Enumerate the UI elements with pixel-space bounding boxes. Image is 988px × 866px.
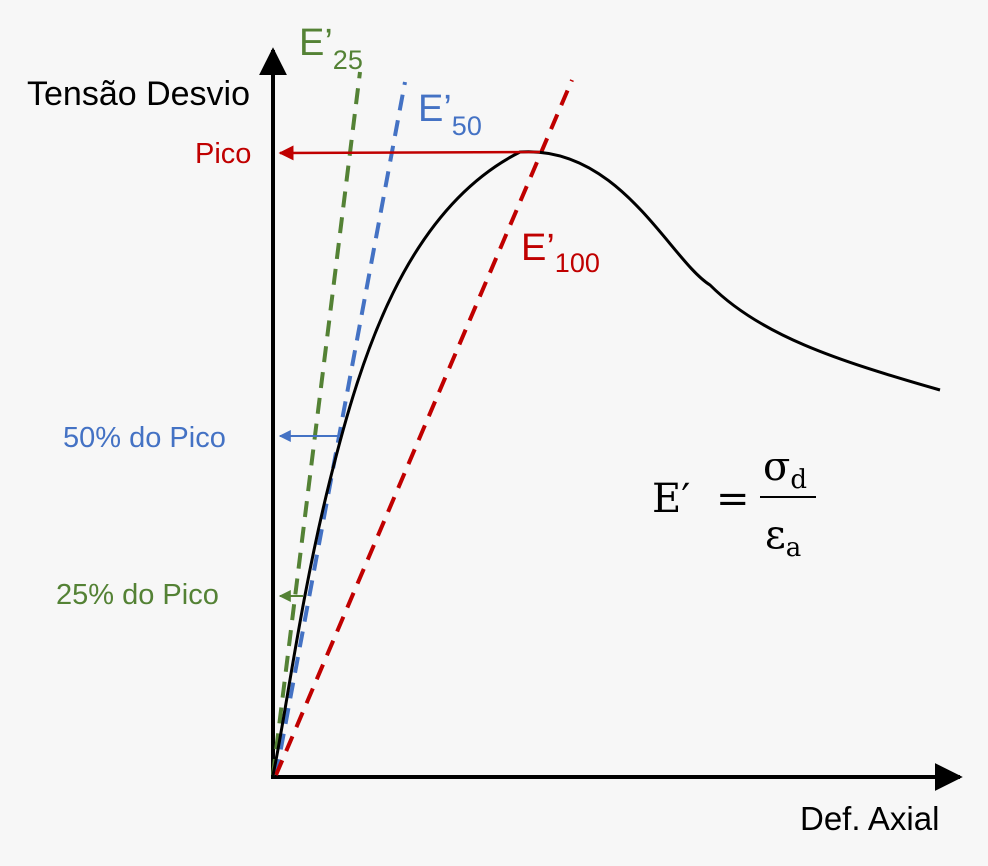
e50-subscript: 50 — [452, 111, 482, 141]
stress-strain-curve — [271, 150, 941, 776]
peak-label: Pico — [195, 138, 251, 170]
e100-secant-line — [274, 79, 574, 776]
peak-50-label: 50% do Pico — [63, 422, 226, 454]
formula-numerator: σd — [763, 444, 807, 495]
modulus-formula: E′ = σd εa — [652, 444, 816, 563]
formula-denominator: εa — [765, 512, 801, 563]
peak-arrow — [278, 145, 541, 161]
x-axis-label: Def. Axial — [800, 800, 939, 837]
e100-subscript: 100 — [555, 248, 600, 278]
formula-denominator-subscript: a — [786, 533, 802, 563]
formula-lhs: E′ — [652, 476, 690, 522]
e25-secant-line — [271, 71, 362, 776]
y-axis-label: Tensão Desvio — [27, 75, 250, 113]
e50-secant-line — [274, 81, 407, 776]
e50-label: E’50 — [418, 88, 482, 141]
e25-label: E’25 — [299, 22, 363, 75]
e100-label: E’100 — [521, 227, 600, 278]
peak-25-label: 25% do Pico — [56, 579, 219, 611]
formula-numerator-subscript: d — [790, 465, 807, 495]
formula-equals: = — [716, 476, 750, 522]
e25-subscript: 25 — [333, 45, 363, 75]
